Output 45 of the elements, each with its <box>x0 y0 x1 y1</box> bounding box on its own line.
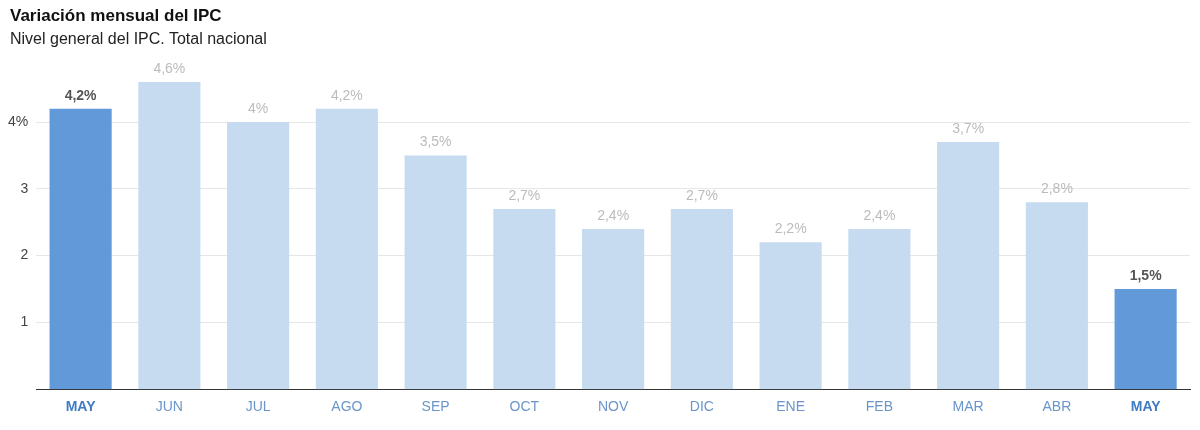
data-label: 3,5% <box>419 133 452 150</box>
y-tick-label: 3 <box>20 179 29 196</box>
x-tick-label: OCT <box>509 398 540 415</box>
bar <box>227 122 290 390</box>
x-tick-label: AGO <box>331 398 363 415</box>
y-tick-label: 1 <box>20 313 29 330</box>
chart-subtitle: Nivel general del IPC. Total nacional <box>10 30 268 48</box>
x-tick-label: ABR <box>1042 398 1072 415</box>
data-label: 2,4% <box>597 206 630 223</box>
chart-title: Variación mensual del IPC <box>10 6 223 26</box>
x-tick-label: ENE <box>776 398 806 415</box>
bar <box>315 108 378 390</box>
bar <box>49 108 112 390</box>
bar <box>582 228 645 390</box>
x-tick-label: MAY <box>65 398 97 415</box>
data-label: 2,4% <box>863 206 896 223</box>
data-label: 2,2% <box>774 220 807 237</box>
x-tick-label: MAY <box>1130 398 1162 415</box>
y-tick-label: 2 <box>20 246 29 263</box>
bar <box>138 82 201 390</box>
data-label: 2,7% <box>685 186 718 203</box>
x-tick-label: SEP <box>421 398 450 415</box>
data-label: 2,7% <box>508 186 541 203</box>
x-tick-label: JUL <box>245 398 271 415</box>
data-label: 4,2% <box>330 86 363 103</box>
x-tick-label: DIC <box>689 398 714 415</box>
data-label: 3,7% <box>952 119 985 136</box>
bar <box>759 242 822 390</box>
data-label: 2,8% <box>1040 180 1073 197</box>
x-tick-label: FEB <box>865 398 893 415</box>
bar <box>493 208 556 390</box>
bar <box>1114 289 1177 390</box>
bar <box>1025 202 1088 390</box>
bar <box>937 142 1000 390</box>
data-label: 4% <box>248 99 269 116</box>
data-label: 4,6% <box>153 59 186 76</box>
data-label: 4,2% <box>64 86 98 103</box>
data-label: 1,5% <box>1129 266 1163 283</box>
y-tick-label: 4% <box>8 112 29 129</box>
x-tick-label: JUN <box>155 398 183 415</box>
bar <box>670 208 733 390</box>
x-tick-label: MAR <box>952 398 984 415</box>
bar <box>848 228 911 390</box>
x-tick-label: NOV <box>597 398 629 415</box>
bar <box>404 155 467 390</box>
